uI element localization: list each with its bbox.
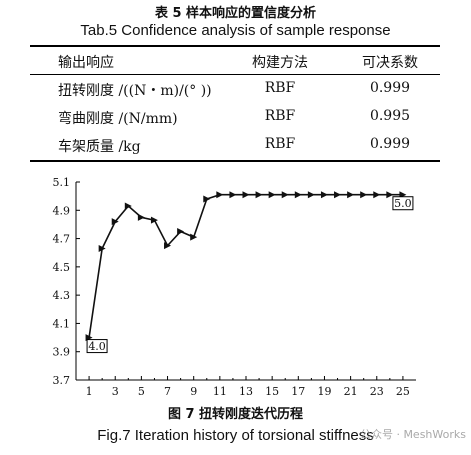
x-tick-label: 3 [112, 385, 119, 398]
table-cell-method: RBF [264, 108, 296, 124]
table-header-r2: 可决系数 [362, 55, 418, 71]
x-tick-label: 23 [370, 385, 384, 398]
data-point [98, 244, 106, 252]
data-point [177, 228, 185, 235]
iteration-chart: 3.73.94.14.34.54.74.95.11 3 5 7 9 11 13 15 17 19 2… [53, 176, 416, 398]
data-point [307, 191, 315, 199]
data-point [294, 191, 302, 199]
data-point [373, 191, 381, 199]
annotation-label: 4.0 [88, 340, 106, 353]
y-tick-label: 4.5 [53, 261, 71, 274]
series-line [88, 193, 403, 338]
x-tick-label: 5 [138, 385, 145, 398]
watermark: 公众号 · MeshWorks [359, 428, 466, 441]
table-title-zh: 表 5 样本响应的置信度分析 [154, 6, 317, 21]
data-point [111, 218, 119, 226]
y-tick-label: 4.7 [53, 233, 71, 246]
figure-caption-zh: 图 7 扭转刚度迭代历程 [167, 407, 304, 422]
data-point [124, 202, 132, 210]
x-tick-label: 19 [317, 385, 331, 398]
x-tick-label: 11 [213, 385, 227, 398]
annotation-label: 5.0 [394, 197, 412, 210]
data-point [216, 191, 224, 199]
data-point [242, 191, 250, 199]
y-tick-label: 3.9 [53, 346, 71, 359]
table-title-en: Tab.5 Confidence analysis of sample resp… [80, 22, 391, 39]
table-header-method: 构建方法 [252, 55, 308, 71]
data-point [386, 191, 394, 199]
x-tick-label: 7 [164, 385, 171, 398]
x-tick-label: 21 [344, 385, 358, 398]
data-point [255, 191, 263, 199]
data-point [190, 233, 198, 241]
data-point [360, 191, 368, 199]
data-point [334, 191, 342, 199]
table-cell-output: 车架质量 /kg [58, 139, 141, 155]
annotation-box [392, 196, 414, 211]
x-tick-label: 25 [396, 385, 410, 398]
data-point [268, 191, 276, 199]
table-bottom-rule [30, 160, 440, 162]
table-cell-method: RBF [264, 80, 296, 96]
table-cell-r2: 0.995 [369, 108, 411, 124]
x-tick-label: 15 [265, 385, 279, 398]
data-point [320, 191, 328, 199]
y-tick-label: 5.1 [53, 176, 71, 189]
x-tick-label: 13 [239, 385, 253, 398]
x-tick-label: 9 [190, 385, 197, 398]
y-tick-label: 4.3 [53, 289, 71, 302]
annotation-box [86, 339, 108, 354]
table-cell-output: 弯曲刚度 /(N/mm) [58, 111, 178, 127]
y-tick-label: 4.1 [53, 317, 71, 330]
table-cell-method: RBF [264, 136, 296, 152]
y-tick-label: 3.7 [53, 374, 71, 387]
x-tick-label: 1 [86, 385, 93, 398]
data-point [281, 191, 289, 199]
data-point [347, 191, 355, 199]
table-cell-r2: 0.999 [369, 136, 411, 152]
data-point [150, 216, 158, 224]
table-header-rule [30, 74, 440, 75]
data-point [137, 213, 145, 221]
table-top-rule [30, 45, 440, 47]
data-point [164, 242, 172, 250]
x-tick-label: 17 [291, 385, 305, 398]
data-point [229, 191, 237, 199]
data-point [203, 195, 211, 203]
y-tick-label: 4.9 [53, 204, 71, 217]
table-cell-output: 扭转刚度 /((N・m)/(° )) [58, 83, 212, 99]
figure-caption-en: Fig.7 Iteration history of torsional sti… [97, 427, 374, 444]
table-cell-r2: 0.999 [369, 80, 411, 96]
table-header-output: 输出响应 [58, 55, 114, 71]
